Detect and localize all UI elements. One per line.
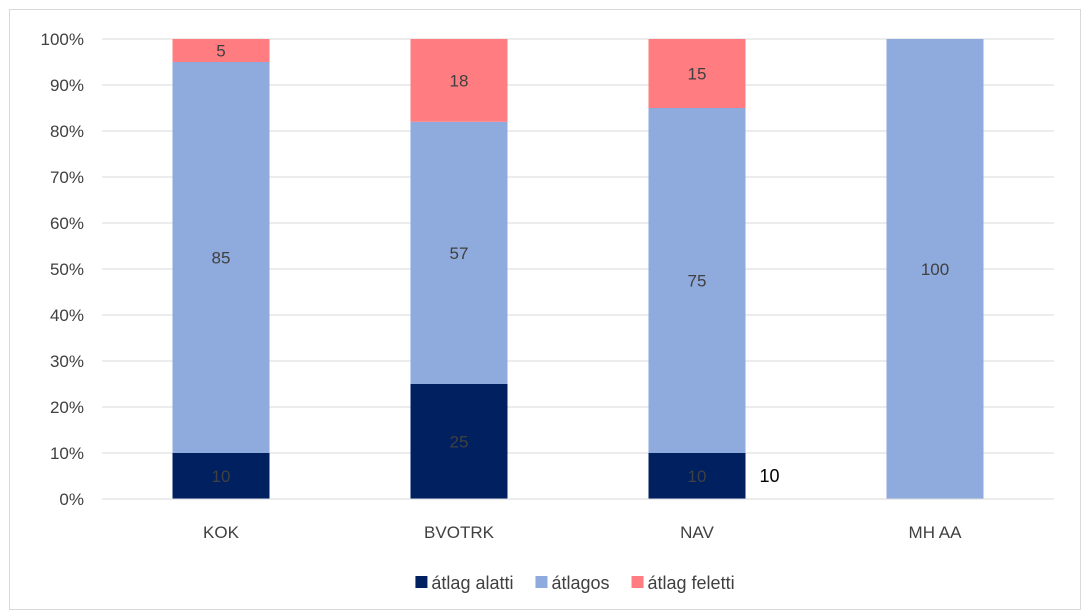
legend: átlag alatti átlagos átlag feletti — [415, 573, 735, 593]
data-label: 100 — [921, 260, 949, 279]
data-label: 25 — [450, 433, 469, 452]
y-tick-label: 40% — [50, 306, 84, 325]
x-tick-label: KOK — [203, 523, 240, 542]
bar-segment — [886, 39, 984, 499]
legend-label: átlag feletti — [648, 573, 735, 593]
legend-swatch — [535, 576, 548, 588]
x-axis: KOK BVOTRK NAV MH AA — [102, 498, 1054, 542]
bar-segment — [648, 108, 746, 453]
y-tick-label: 70% — [50, 168, 84, 187]
y-tick-label: 30% — [50, 352, 84, 371]
bar-segment — [648, 39, 746, 108]
bar-segment — [172, 453, 270, 499]
data-label: 57 — [450, 244, 469, 263]
x-tick-label: BVOTRK — [424, 523, 495, 542]
x-tick-label: MH AA — [909, 523, 963, 542]
y-tick-label: 50% — [50, 260, 84, 279]
legend-label: átlagos — [551, 573, 609, 593]
data-label: 85 — [212, 249, 231, 268]
data-labels: 10 85 5 25 57 18 10 75 15 100 — [212, 42, 950, 487]
y-tick-label: 0% — [59, 490, 84, 509]
bar-segment — [410, 384, 508, 499]
x-tick-label: NAV — [680, 523, 714, 542]
y-axis: 0% 10% 20% 30% 40% 50% 60% 70% 80% 90% 100% — [41, 30, 84, 509]
y-tick-label: 80% — [50, 122, 84, 141]
data-label: 10 — [688, 467, 707, 486]
legend-swatch — [415, 576, 428, 588]
data-label: 15 — [688, 65, 707, 84]
data-label: 5 — [216, 42, 225, 61]
bar-segment — [172, 39, 270, 62]
data-label: 10 — [212, 467, 231, 486]
y-tick-label: 60% — [50, 214, 84, 233]
y-tick-label: 100% — [41, 30, 84, 49]
legend-swatch — [631, 576, 644, 588]
data-label: 18 — [450, 71, 469, 90]
annotation-label: 10 — [760, 466, 780, 486]
bars — [172, 39, 984, 499]
y-tick-label: 90% — [50, 76, 84, 95]
bar-segment — [172, 62, 270, 453]
y-tick-label: 10% — [50, 444, 84, 463]
bar-segment — [648, 453, 746, 499]
annotation-box — [747, 454, 796, 498]
legend-label: átlag alatti — [431, 573, 513, 593]
annotations: 10 — [747, 454, 796, 498]
bar-segment — [410, 121, 508, 385]
data-label: 75 — [688, 272, 707, 291]
bar-segment — [410, 39, 508, 122]
y-tick-label: 20% — [50, 398, 84, 417]
